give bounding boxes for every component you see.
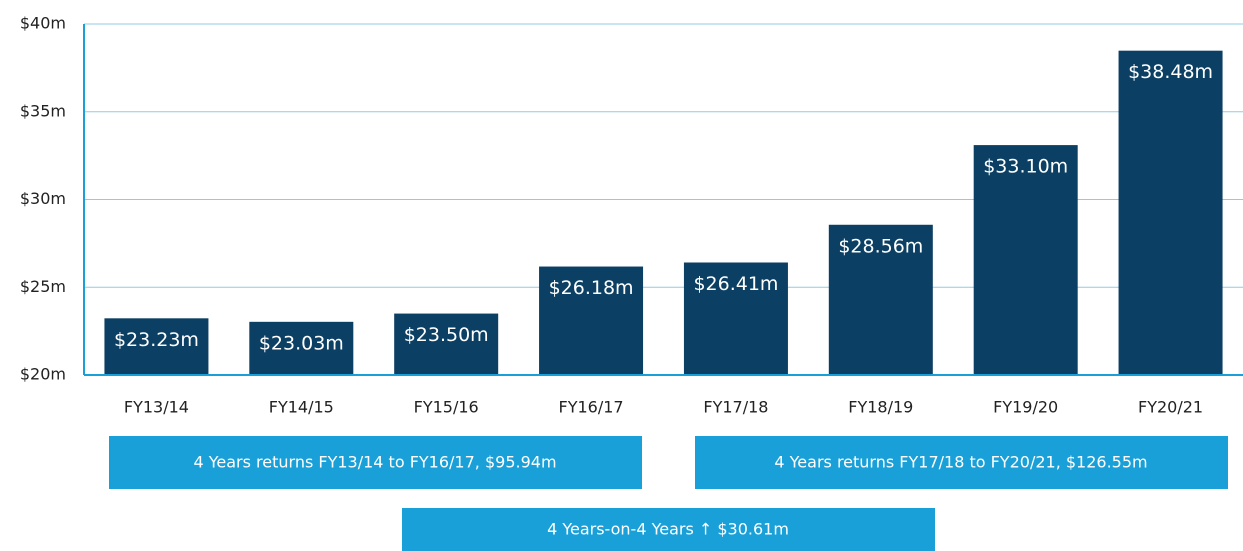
bar	[973, 145, 1078, 375]
bar	[683, 262, 788, 375]
x-tick-label: FY19/20	[993, 398, 1058, 417]
y-tick-label: $30m	[20, 189, 66, 208]
value-label: $26.41m	[693, 273, 778, 295]
x-tick-label: FY20/21	[1138, 398, 1203, 417]
bar	[249, 321, 354, 375]
annotation-box	[402, 508, 935, 551]
annotation: 4 Years returns FY17/18 to FY20/21, $126…	[774, 453, 1147, 472]
value-label: $33.10m	[983, 156, 1068, 178]
value-label: $23.03m	[259, 332, 344, 354]
x-tick-label: FY16/17	[559, 398, 624, 417]
x-tick-label: FY17/18	[703, 398, 768, 417]
value-label: $26.18m	[549, 277, 634, 299]
y-tick-label: $20m	[20, 365, 66, 384]
bar	[394, 313, 499, 375]
bar	[828, 224, 933, 375]
annotation-box	[695, 436, 1228, 489]
x-tick-label: FY13/14	[124, 398, 189, 417]
annotation-box	[109, 436, 642, 489]
x-tick-label: FY18/19	[848, 398, 913, 417]
y-tick-label: $25m	[20, 277, 66, 296]
bar	[1118, 50, 1223, 376]
bar	[539, 266, 644, 375]
annotation: 4 Years-on-4 Years ↑ $30.61m	[547, 520, 789, 539]
value-label: $28.56m	[838, 235, 923, 257]
x-tick-label: FY15/16	[414, 398, 479, 417]
value-label: $38.48m	[1128, 61, 1213, 83]
value-label: $23.23m	[114, 329, 199, 351]
y-tick-label: $35m	[20, 101, 66, 120]
bar	[104, 318, 209, 375]
y-tick-label: $40m	[20, 14, 66, 33]
annotation: 4 Years returns FY13/14 to FY16/17, $95.…	[193, 453, 556, 472]
value-label: $23.50m	[404, 324, 489, 346]
x-tick-label: FY14/15	[269, 398, 334, 417]
